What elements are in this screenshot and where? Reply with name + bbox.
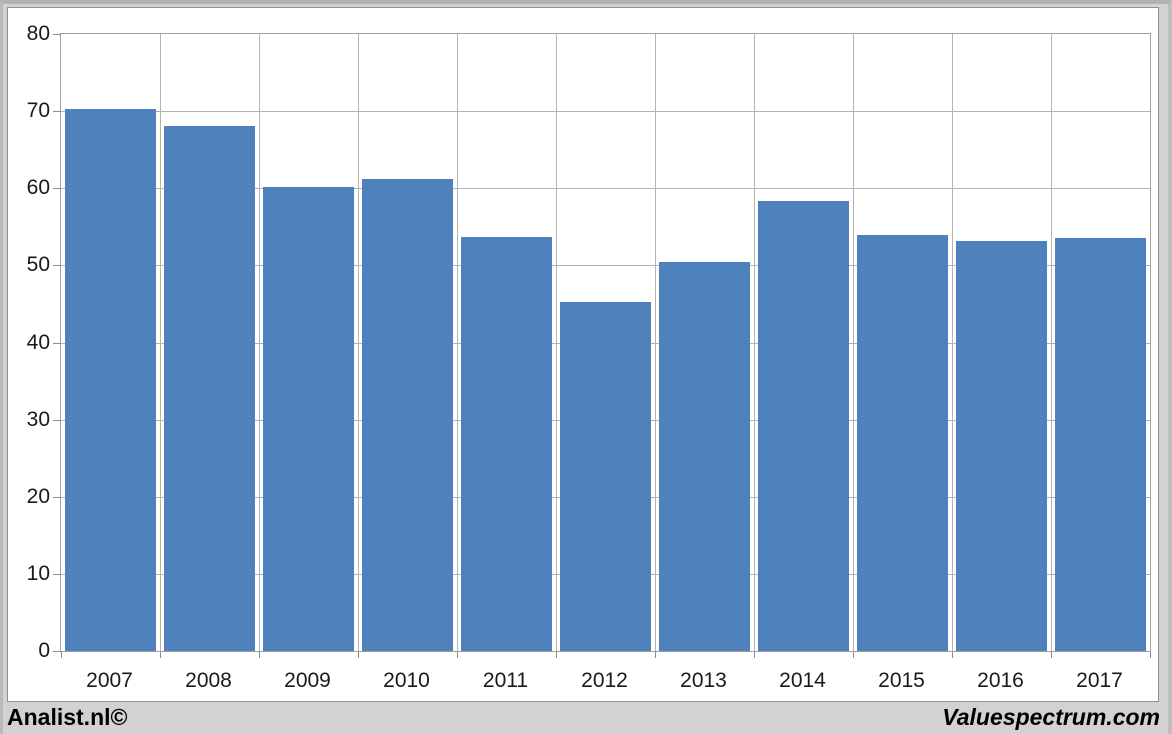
bar-2016 xyxy=(956,240,1047,651)
gridline-x-6 xyxy=(655,34,656,651)
xtick-7 xyxy=(754,652,755,658)
gridline-y-50 xyxy=(61,265,1150,267)
gridline-y-70 xyxy=(61,111,1150,113)
footer-brand-analist: Analist.nl© xyxy=(7,704,128,730)
gridline-x-9 xyxy=(952,34,953,651)
ytick-10 xyxy=(53,573,61,575)
xtick-8 xyxy=(853,652,854,658)
ytick-0 xyxy=(53,651,61,652)
y-axis-label-70: 70 xyxy=(26,99,50,123)
xtick-1 xyxy=(160,652,161,658)
bar-2017 xyxy=(1055,237,1146,651)
ytick-80 xyxy=(53,34,61,35)
x-axis-label-2009: 2009 xyxy=(284,669,331,692)
y-axis-label-20: 20 xyxy=(26,484,50,508)
ytick-20 xyxy=(53,496,61,498)
bar-2009 xyxy=(263,187,354,651)
gridline-x-1 xyxy=(160,34,161,651)
x-axis-label-2008: 2008 xyxy=(185,669,232,692)
ytick-60 xyxy=(53,188,61,190)
x-axis-label-2015: 2015 xyxy=(878,669,925,692)
gridline-x-4 xyxy=(457,34,458,651)
xtick-9 xyxy=(952,652,953,658)
gridline-x-5 xyxy=(556,34,557,651)
y-axis-label-50: 50 xyxy=(26,253,50,277)
ytick-30 xyxy=(53,419,61,421)
bar-2013 xyxy=(659,261,750,651)
xtick-5 xyxy=(556,652,557,658)
y-axis-label-80: 80 xyxy=(26,22,50,45)
gridline-x-3 xyxy=(358,34,359,651)
gridline-y-60 xyxy=(61,188,1150,190)
bar-2014 xyxy=(758,200,849,651)
gridline-x-2 xyxy=(259,34,260,651)
xtick-11 xyxy=(1150,652,1151,658)
bar-2010 xyxy=(362,178,453,651)
x-axis-label-2016: 2016 xyxy=(977,669,1024,692)
x-axis-label-2014: 2014 xyxy=(779,669,826,692)
x-axis-label-2017: 2017 xyxy=(1076,669,1123,692)
xtick-3 xyxy=(358,652,359,658)
ytick-40 xyxy=(53,342,61,344)
y-axis-label-40: 40 xyxy=(26,330,50,354)
ytick-70 xyxy=(53,111,61,113)
xtick-2 xyxy=(259,652,260,658)
plot-area xyxy=(60,33,1151,652)
bar-2011 xyxy=(461,236,552,651)
xtick-6 xyxy=(655,652,656,658)
bar-2008 xyxy=(164,125,255,651)
xtick-0 xyxy=(61,652,62,658)
gridline-x-10 xyxy=(1051,34,1052,651)
y-axis-label-60: 60 xyxy=(26,176,50,200)
bar-2015 xyxy=(857,234,948,651)
xtick-4 xyxy=(457,652,458,658)
x-axis-label-2007: 2007 xyxy=(86,669,133,692)
gridline-x-7 xyxy=(754,34,755,651)
y-axis-label-0: 0 xyxy=(38,639,50,662)
ytick-50 xyxy=(53,265,61,267)
x-axis-label-2013: 2013 xyxy=(680,669,727,692)
gridline-x-8 xyxy=(853,34,854,651)
bar-2007 xyxy=(65,108,156,651)
chart-card: 0 10 20 30 40 50 60 70 80 2007 2008 2009 2010 2011 201… xyxy=(7,7,1159,702)
xtick-10 xyxy=(1051,652,1052,658)
x-axis-label-2012: 2012 xyxy=(581,669,628,692)
x-axis-label-2011: 2011 xyxy=(482,669,529,692)
y-axis-label-10: 10 xyxy=(26,561,50,585)
footer-brand-valuespectrum: Valuespectrum.com xyxy=(942,704,1160,730)
bar-2012 xyxy=(560,302,651,651)
x-axis-label-2010: 2010 xyxy=(383,669,430,692)
y-axis-label-30: 30 xyxy=(26,407,50,431)
